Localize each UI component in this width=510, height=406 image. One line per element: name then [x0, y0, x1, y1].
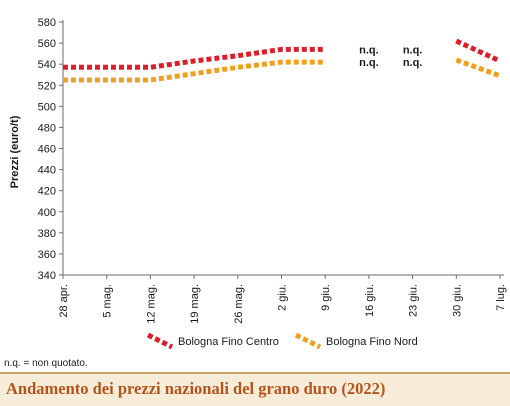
- title-band: Andamento dei prezzi nazionali del grano…: [0, 372, 510, 406]
- series-lines: [62, 38, 502, 83]
- x-tick-label: 28 apr.: [58, 284, 70, 318]
- x-tick-label: 5 mag.: [102, 284, 114, 318]
- y-tick-label: 520: [38, 80, 56, 92]
- x-tick-label: 2 giu.: [277, 284, 289, 311]
- legend: Bologna Fino Centro Bologna Fino Nord: [146, 332, 418, 350]
- x-tick-label: 19 mag.: [189, 284, 201, 324]
- nq-label: n.q.: [403, 57, 423, 69]
- x-tick-label: 30 giu.: [451, 284, 463, 317]
- y-tick-label: 340: [38, 270, 56, 282]
- legend-label: Bologna Fino Nord: [326, 336, 418, 348]
- y-tick-label: 500: [38, 101, 56, 113]
- nq-label: n.q.: [359, 57, 379, 69]
- series-line-1: [455, 57, 501, 79]
- nq-label: n.q.: [403, 44, 423, 56]
- y-tick-label: 380: [38, 228, 56, 240]
- y-tick-label: 460: [38, 144, 56, 156]
- nq-annotations: n.q.n.q.n.q.n.q.: [359, 44, 422, 69]
- x-tick-label: 7 lug.: [495, 284, 507, 311]
- y-tick-label: 560: [38, 38, 56, 50]
- y-axis-ticks: 340 360 380 400 420 440 460 480 500 520 540 560 580: [38, 17, 63, 282]
- footnote: n.q. = non quotato.: [4, 358, 88, 369]
- y-tick-label: 480: [38, 122, 56, 134]
- series-line-0: [455, 38, 502, 64]
- x-axis-ticks: 28 apr. 5 mag. 12 mag. 19 mag. 26 mag. 2 giu.…: [58, 275, 507, 324]
- x-tick-label: 9 giu.: [320, 284, 332, 311]
- y-tick-label: 400: [38, 207, 56, 219]
- x-tick-label: 26 mag.: [233, 284, 245, 324]
- chart-title: Andamento dei prezzi nazionali del grano…: [6, 379, 386, 398]
- x-tick-label: 23 giu.: [408, 284, 420, 317]
- nq-label: n.q.: [359, 44, 379, 56]
- y-tick-label: 440: [38, 165, 56, 177]
- legend-swatch: [146, 332, 174, 350]
- y-axis-label: Prezzi (euro/t): [9, 115, 21, 188]
- y-tick-label: 360: [38, 249, 56, 261]
- chart-axes: [62, 20, 504, 276]
- legend-swatch: [294, 332, 322, 350]
- y-tick-label: 540: [38, 59, 56, 71]
- x-tick-label: 16 giu.: [364, 284, 376, 317]
- x-tick-label: 12 mag.: [145, 284, 157, 324]
- series-line-1: [63, 59, 326, 83]
- y-tick-label: 580: [38, 17, 56, 29]
- series-line-0: [63, 46, 326, 70]
- y-tick-label: 420: [38, 186, 56, 198]
- legend-label: Bologna Fino Centro: [178, 336, 279, 348]
